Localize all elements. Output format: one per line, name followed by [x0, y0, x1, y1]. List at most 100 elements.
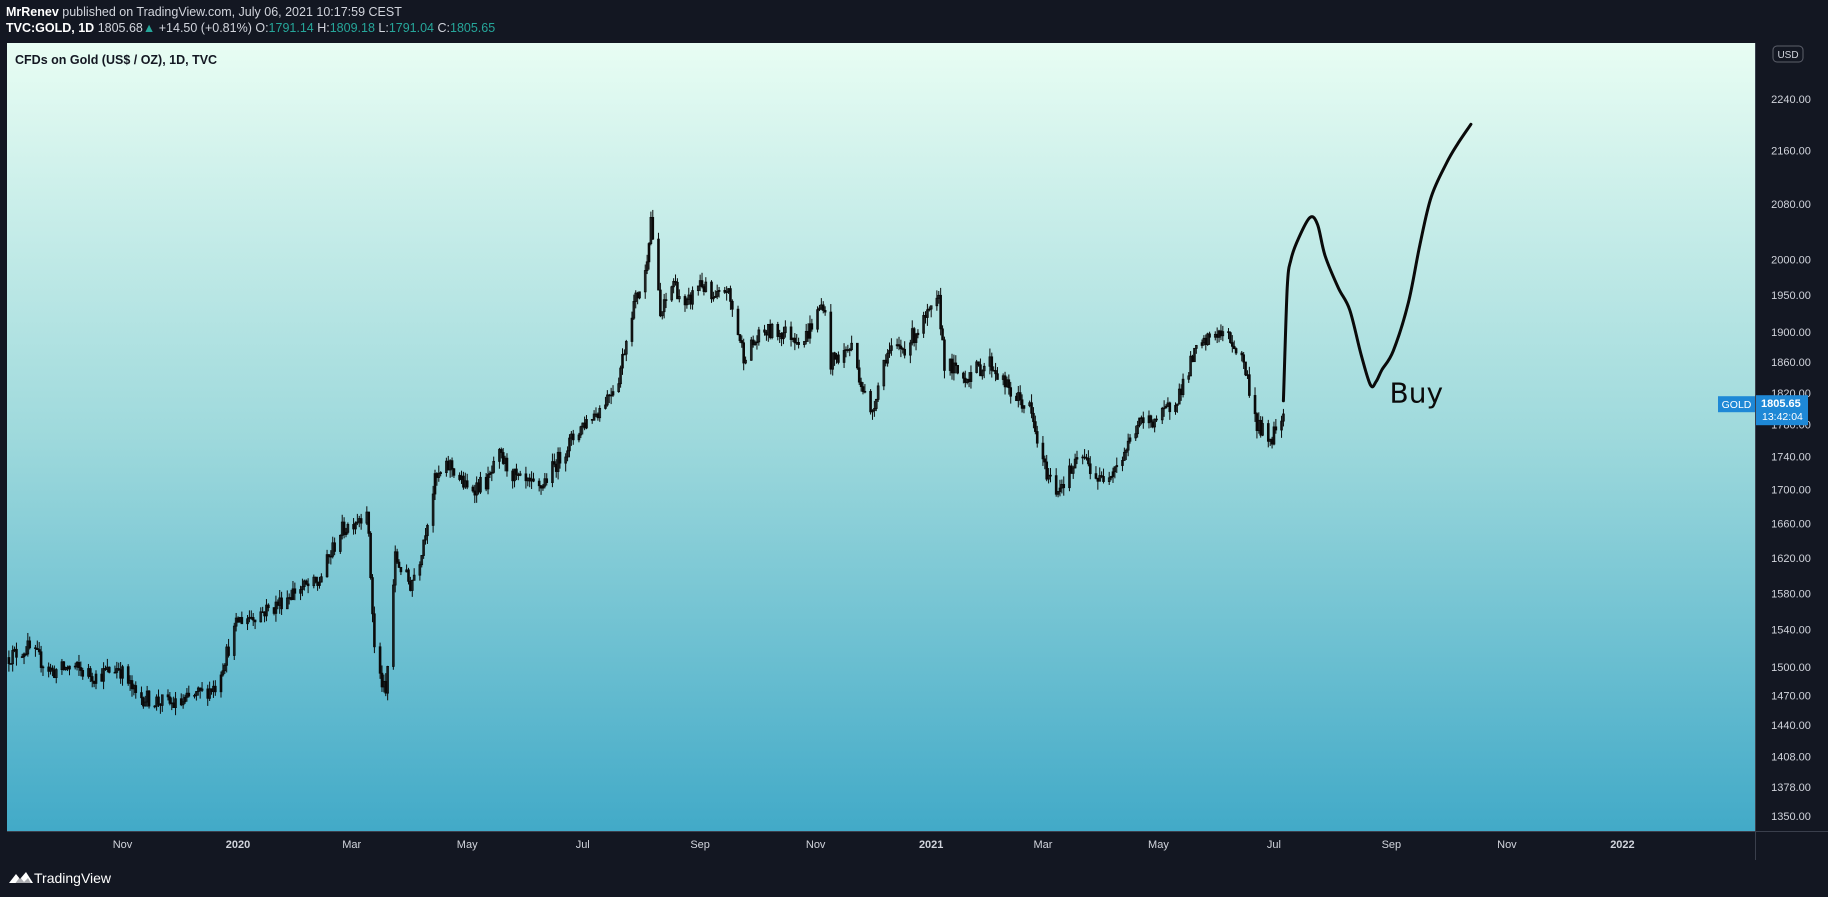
candle-body — [240, 617, 244, 625]
price-axis[interactable] — [1755, 43, 1828, 831]
candle — [994, 362, 997, 382]
candle-body — [850, 342, 853, 350]
candle — [996, 367, 999, 380]
candle — [344, 527, 348, 538]
close-label: C: — [437, 21, 451, 35]
chart-area[interactable]: Buy CFDs on Gold (US$ / OZ), 1D, TVC 224… — [0, 43, 1828, 860]
candle-body — [1032, 412, 1035, 423]
candle-body — [339, 534, 342, 552]
candle — [598, 405, 602, 422]
candle — [568, 434, 571, 458]
candle-body — [1075, 457, 1079, 460]
candle-body — [969, 372, 973, 382]
candle — [329, 550, 333, 565]
candle-body — [115, 668, 119, 673]
candle — [553, 453, 556, 468]
candle — [183, 694, 187, 704]
candle-body — [553, 461, 556, 465]
candle-body — [568, 437, 571, 452]
currency-badge[interactable]: USD — [1772, 45, 1804, 63]
candle-body — [344, 531, 348, 536]
candle-body — [1049, 474, 1052, 477]
candle-body — [1111, 471, 1115, 477]
chart-header: MrRenev published on TradingView.com, Ju… — [0, 0, 1828, 43]
candle — [1248, 366, 1251, 398]
candle — [157, 689, 160, 708]
candle-body — [647, 243, 651, 263]
candle-body — [77, 662, 81, 668]
candle-body — [888, 350, 891, 354]
candle — [696, 285, 700, 296]
candle — [301, 578, 304, 597]
candle — [147, 690, 151, 709]
candle — [803, 341, 806, 348]
candle-body — [369, 532, 372, 579]
candle-body — [723, 289, 727, 293]
candle-body — [715, 291, 719, 297]
candle-body — [68, 665, 71, 670]
price-tick-label: 1620.00 — [1771, 553, 1811, 565]
candle-body — [909, 342, 912, 356]
candle — [223, 663, 227, 674]
candle — [208, 681, 211, 702]
price-tick-label: 1500.00 — [1771, 662, 1811, 674]
plot-background[interactable] — [7, 43, 1755, 831]
candle-body — [736, 308, 740, 335]
author-name[interactable]: MrRenev — [6, 5, 59, 19]
candle-body — [51, 667, 54, 671]
candle — [274, 595, 278, 622]
candle-body — [874, 398, 878, 409]
candle — [265, 599, 268, 622]
candle — [1111, 467, 1115, 483]
candle-body — [208, 688, 211, 699]
time-axis[interactable] — [7, 831, 1828, 860]
buy-annotation[interactable]: Buy — [1389, 376, 1443, 409]
candle — [922, 311, 925, 338]
candle — [232, 622, 236, 660]
time-tick-label: Sep — [690, 839, 710, 851]
candle — [1282, 408, 1285, 427]
candle — [927, 306, 931, 312]
candle — [954, 355, 958, 374]
candle-body — [41, 666, 45, 669]
tradingview-logo-icon[interactable] — [8, 870, 34, 886]
symbol-name[interactable]: TVC:GOLD, 1D — [6, 21, 95, 35]
candle — [1007, 374, 1011, 395]
candle-body — [28, 640, 32, 649]
candle — [662, 293, 666, 319]
candle-body — [221, 670, 225, 676]
candle-body — [1124, 449, 1128, 453]
candle — [36, 640, 39, 651]
candle — [926, 303, 929, 326]
candle-body — [994, 370, 997, 375]
time-tick-label: 2020 — [226, 839, 250, 851]
candle — [982, 362, 986, 379]
candle-body — [977, 361, 980, 366]
candle-body — [1020, 399, 1024, 409]
candle — [20, 653, 24, 658]
tradingview-brand[interactable]: TradingView — [34, 870, 112, 886]
candle — [1206, 332, 1209, 346]
candle-body — [996, 373, 999, 380]
candle-body — [1062, 484, 1066, 489]
candle — [28, 636, 32, 650]
projection-drawing[interactable] — [1281, 122, 1473, 403]
candle-body — [1030, 402, 1033, 414]
candle-body — [267, 604, 270, 609]
candle — [969, 365, 973, 389]
candle-body — [863, 390, 867, 393]
candle-body — [704, 281, 708, 292]
last-price-marker[interactable]: GOLD 1805.65 13:42:04 — [1718, 395, 1808, 426]
candle-body — [1242, 354, 1245, 363]
candle-body — [1126, 440, 1130, 451]
price-chart[interactable]: Buy CFDs on Gold (US$ / OZ), 1D, TVC 224… — [0, 43, 1828, 860]
candle-body — [1181, 378, 1185, 396]
candle-body — [94, 673, 98, 684]
candle — [704, 277, 708, 293]
candle-body — [426, 524, 429, 537]
candle-body — [1034, 421, 1037, 432]
candle — [829, 304, 833, 375]
candle — [645, 254, 649, 275]
candle-body — [36, 648, 39, 650]
candle — [1162, 400, 1166, 417]
